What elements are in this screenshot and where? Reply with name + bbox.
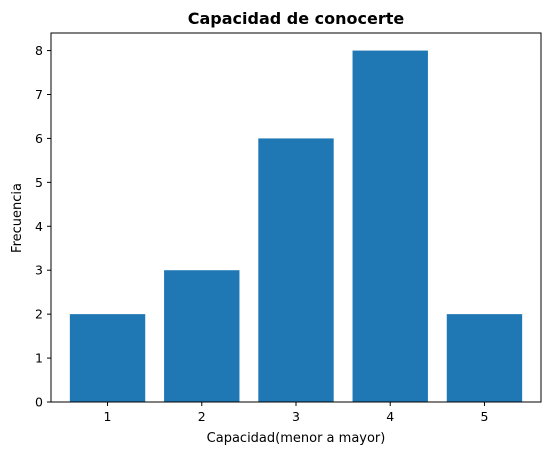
y-axis-label: Frecuencia	[10, 183, 25, 253]
y-tick-label: 1	[35, 351, 43, 366]
bar-5	[446, 314, 523, 402]
y-tick-label: 3	[35, 263, 43, 278]
ticks-group: 0 1 2 3 4 5 6 7 8 1 2 3 4 5	[35, 43, 488, 424]
x-tick-label: 4	[386, 409, 394, 424]
x-axis-label: Capacidad(menor a mayor)	[207, 431, 386, 446]
bar-2	[164, 270, 240, 402]
x-tick-label: 3	[292, 409, 300, 424]
chart-title: Capacidad de conocerte	[188, 9, 405, 28]
y-tick-label: 6	[35, 131, 43, 146]
bar-4	[352, 50, 428, 402]
y-tick-label: 2	[35, 307, 43, 322]
bar-1	[69, 314, 146, 402]
bar-3	[258, 138, 334, 402]
y-tick-label: 8	[35, 43, 43, 58]
y-tick-label: 7	[35, 87, 43, 102]
plot-area: 0 1 2 3 4 5 6 7 8 1 2 3 4 5	[35, 32, 542, 424]
y-tick-label: 4	[35, 219, 43, 234]
x-tick-label: 1	[104, 409, 112, 424]
y-tick-label: 0	[35, 395, 43, 410]
y-tick-label: 5	[35, 175, 43, 190]
bars-group	[69, 50, 523, 402]
x-tick-label: 5	[480, 409, 488, 424]
x-tick-label: 2	[198, 409, 206, 424]
